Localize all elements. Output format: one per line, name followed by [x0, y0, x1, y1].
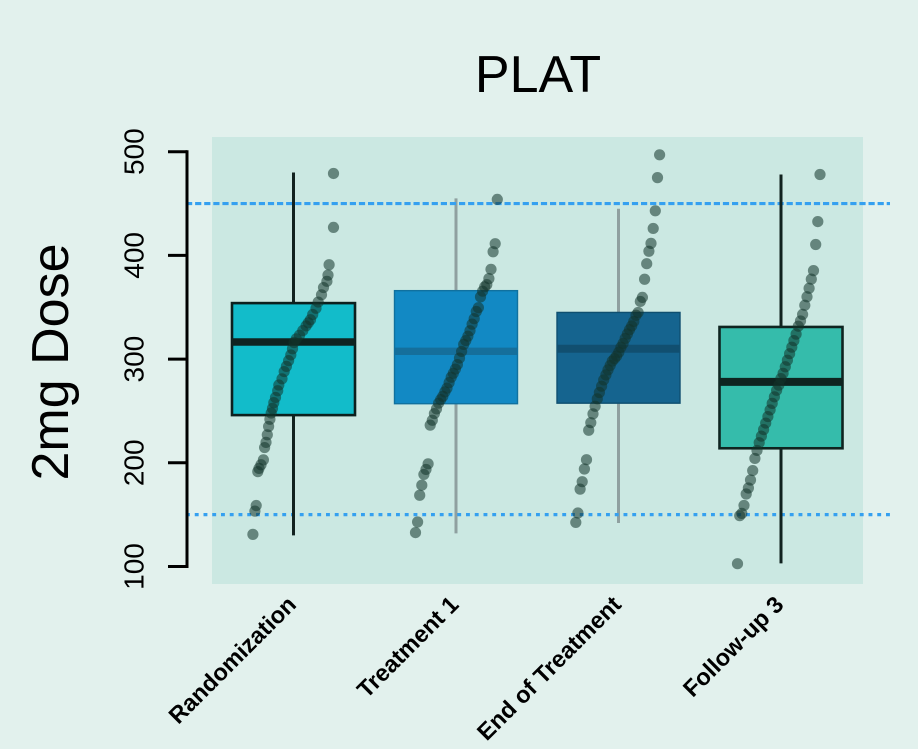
data-point	[805, 273, 817, 285]
data-point	[483, 273, 495, 285]
data-point	[744, 474, 757, 486]
data-point	[641, 258, 653, 270]
data-point	[491, 193, 503, 206]
data-point	[647, 222, 659, 235]
data-point	[585, 417, 597, 429]
data-point	[799, 299, 811, 311]
box-2	[393, 289, 519, 405]
data-point	[747, 464, 759, 477]
data-point	[412, 516, 424, 528]
data-point	[327, 167, 340, 180]
x-category-label-2: Treatment 1	[352, 591, 464, 703]
data-point	[489, 238, 501, 250]
data-point	[322, 269, 334, 281]
data-point	[738, 499, 750, 512]
data-point	[812, 215, 824, 228]
data-point	[654, 149, 666, 161]
data-point	[570, 516, 582, 529]
data-point	[247, 528, 259, 540]
data-point	[409, 526, 422, 539]
data-point	[472, 302, 484, 314]
data-point	[572, 507, 584, 519]
x-category-label-4: Follow-up 3	[678, 591, 789, 702]
chart-title: PLAT	[474, 46, 602, 104]
data-point	[261, 429, 273, 441]
data-point	[416, 479, 428, 491]
data-point	[651, 172, 664, 184]
data-point	[576, 476, 588, 488]
data-point	[632, 306, 644, 319]
data-point	[639, 273, 651, 285]
data-point	[801, 291, 813, 303]
data-point	[257, 454, 269, 466]
data-point	[797, 308, 809, 321]
data-point	[414, 489, 426, 501]
data-point	[649, 205, 661, 217]
data-point	[323, 259, 335, 271]
data-point	[327, 221, 340, 234]
x-category-label-3: End of Treatment	[472, 591, 626, 745]
y-tick-label-100: 100	[119, 543, 150, 590]
data-point	[814, 168, 826, 181]
data-point	[803, 282, 815, 294]
data-point	[485, 263, 497, 275]
data-point	[580, 454, 593, 466]
y-tick-label-300: 300	[119, 336, 150, 383]
data-point	[250, 499, 262, 512]
data-point	[422, 458, 434, 470]
data-point	[731, 558, 744, 570]
x-category-label-1: Randomization	[164, 591, 301, 728]
data-point	[807, 265, 820, 277]
data-point	[810, 238, 822, 251]
data-point	[578, 463, 591, 475]
y-tick-label-500: 500	[119, 128, 150, 175]
y-tick-label-200: 200	[119, 439, 150, 486]
y-tick-label-400: 400	[119, 232, 150, 279]
data-point	[645, 237, 657, 249]
data-point	[636, 291, 649, 303]
